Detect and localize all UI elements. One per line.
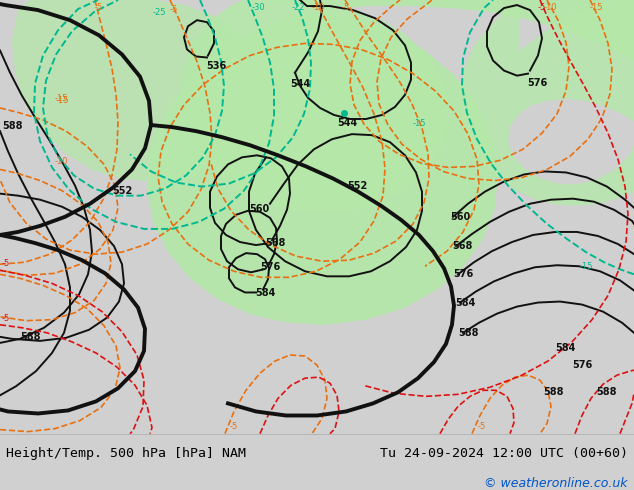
Polygon shape [460,0,634,206]
Text: 576: 576 [527,78,547,88]
Text: 544: 544 [290,79,310,89]
Text: -5: -5 [538,3,547,12]
Text: 552: 552 [347,181,367,191]
Text: 584: 584 [255,289,275,298]
Text: 576: 576 [572,360,592,370]
Text: 576: 576 [453,270,473,279]
Text: 536: 536 [206,61,226,71]
Polygon shape [181,0,448,213]
Text: 588: 588 [596,387,616,397]
Text: -5: -5 [342,3,350,12]
Polygon shape [147,0,634,325]
Text: 552: 552 [112,186,133,196]
Text: 560: 560 [450,212,470,222]
Text: -5: -5 [95,3,103,12]
Text: 588: 588 [20,332,41,342]
Text: 584: 584 [455,297,476,308]
Text: Tu 24-09-2024 12:00 UTC (00+60): Tu 24-09-2024 12:00 UTC (00+60) [380,447,628,460]
Text: -15: -15 [56,96,70,105]
Text: -15: -15 [590,3,604,12]
Text: -5: -5 [170,5,178,14]
Text: 588: 588 [2,121,22,131]
Text: -5: -5 [478,421,486,431]
Text: -15: -15 [580,262,593,271]
Text: -5: -5 [2,314,10,323]
Text: Height/Temp. 500 hPa [hPa] NAM: Height/Temp. 500 hPa [hPa] NAM [6,447,247,460]
Text: -25: -25 [153,8,167,17]
Text: 576: 576 [260,262,280,272]
Text: 568: 568 [452,241,472,251]
Polygon shape [12,0,264,181]
Text: -15: -15 [413,119,427,128]
Text: 588: 588 [458,328,479,338]
Text: -10: -10 [312,3,325,12]
Text: 568: 568 [265,238,285,248]
Text: © weatheronline.co.uk: © weatheronline.co.uk [484,477,628,490]
Text: -15: -15 [55,94,68,103]
Text: -22: -22 [292,3,306,12]
Text: -5: -5 [2,259,10,268]
Text: 560: 560 [249,204,269,214]
Text: -5: -5 [230,421,238,431]
Text: 588: 588 [543,387,564,397]
Text: 544: 544 [337,118,357,128]
Text: 584: 584 [555,343,576,353]
Text: -10: -10 [55,157,68,167]
Text: -30: -30 [252,3,266,12]
Text: -10: -10 [544,3,557,12]
